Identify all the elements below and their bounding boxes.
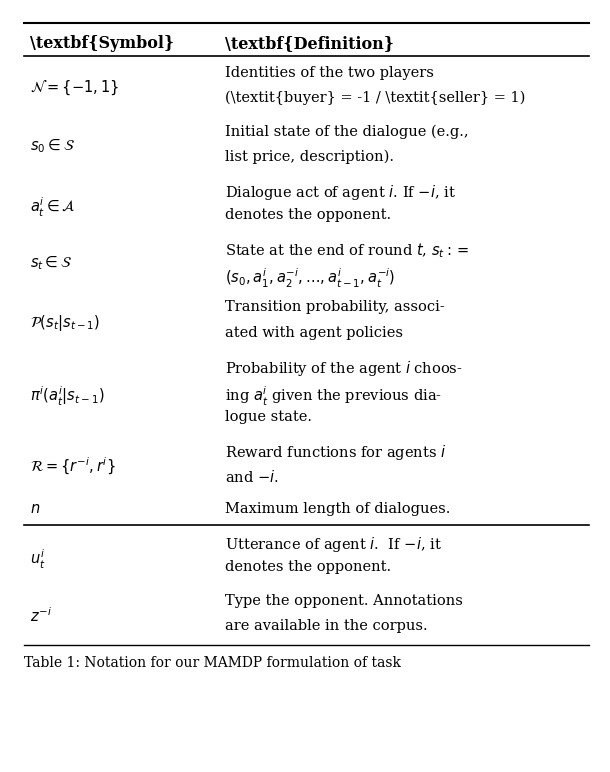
Text: Reward functions for agents $i$: Reward functions for agents $i$ [224,443,446,462]
Text: Dialogue act of agent $i$. If $-i$, it: Dialogue act of agent $i$. If $-i$, it [224,183,456,202]
Text: $\mathcal{P}(s_t|s_{t-1})$: $\mathcal{P}(s_t|s_{t-1})$ [30,313,101,333]
Text: $\mathcal{N} = \{-1, 1\}$: $\mathcal{N} = \{-1, 1\}$ [30,78,120,96]
Text: Table 1: Notation for our MAMDP formulation of task: Table 1: Notation for our MAMDP formulat… [24,656,401,670]
Text: Initial state of the dialogue (e.g.,: Initial state of the dialogue (e.g., [224,124,468,139]
Text: $u_t^i$: $u_t^i$ [30,547,46,571]
Text: Transition probability, associ-: Transition probability, associ- [224,300,445,314]
Text: Type the opponent. Annotations: Type the opponent. Annotations [224,594,462,608]
Text: ated with agent policies: ated with agent policies [224,326,403,340]
Text: denotes the opponent.: denotes the opponent. [224,560,391,574]
Text: $n$: $n$ [30,502,41,516]
Text: Identities of the two players: Identities of the two players [224,66,434,80]
Text: \textbf{Definition}: \textbf{Definition} [224,35,394,52]
Text: $s_0 \in \mathcal{S}$: $s_0 \in \mathcal{S}$ [30,137,75,154]
Text: $a_t^i \in \mathcal{A}$: $a_t^i \in \mathcal{A}$ [30,195,76,219]
Text: $\pi^i(a_t^i|s_{t-1})$: $\pi^i(a_t^i|s_{t-1})$ [30,384,105,408]
Text: (\textit{buyer} = -1 / \textit{seller} = 1): (\textit{buyer} = -1 / \textit{seller} =… [224,91,525,106]
Text: are available in the corpus.: are available in the corpus. [224,619,428,633]
Text: $z^{-i}$: $z^{-i}$ [30,606,52,625]
Text: $(s_0, a_1^i, a_2^{-i}, \ldots, a_{t-1}^i, a_t^{-i})$: $(s_0, a_1^i, a_2^{-i}, \ldots, a_{t-1}^… [224,267,395,290]
Text: logue state.: logue state. [224,410,312,424]
Text: list price, description).: list price, description). [224,150,394,164]
Text: Utterance of agent $i$.  If $-i$, it: Utterance of agent $i$. If $-i$, it [224,535,442,554]
Text: Maximum length of dialogues.: Maximum length of dialogues. [224,502,450,516]
Text: and $-i$.: and $-i$. [224,469,279,485]
Text: denotes the opponent.: denotes the opponent. [224,208,391,222]
Text: $\mathcal{R} = \{r^{-i}, r^i\}$: $\mathcal{R} = \{r^{-i}, r^i\}$ [30,455,116,477]
Text: $s_t \in \mathcal{S}$: $s_t \in \mathcal{S}$ [30,254,73,272]
Text: \textbf{Symbol}: \textbf{Symbol} [30,35,174,52]
Text: Probability of the agent $i$ choos-: Probability of the agent $i$ choos- [224,359,462,378]
Text: State at the end of round $t$, $s_t :=$: State at the end of round $t$, $s_t :=$ [224,242,469,260]
Text: ing $a_t^i$ given the previous dia-: ing $a_t^i$ given the previous dia- [224,384,442,408]
